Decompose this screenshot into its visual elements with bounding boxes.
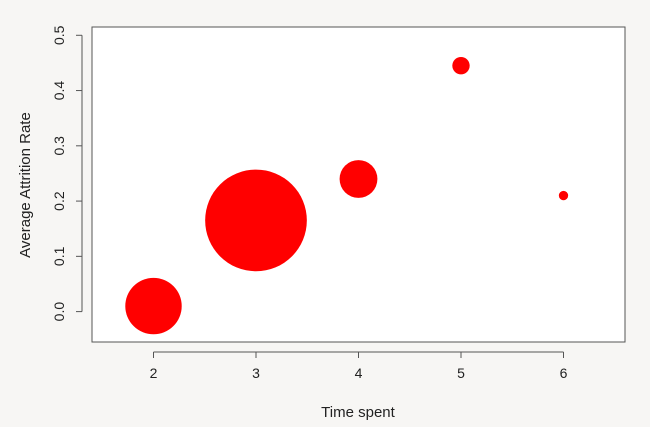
x-tick-label: 4	[355, 365, 363, 381]
y-tick-label: 0.1	[51, 246, 67, 266]
y-tick-label: 0.4	[51, 81, 67, 101]
y-tick-label: 0.3	[51, 136, 67, 156]
x-tick-label: 6	[560, 365, 568, 381]
x-tick-label: 3	[252, 365, 260, 381]
y-tick-label: 0.5	[51, 25, 67, 45]
x-axis: 2 3 4 5 6	[150, 351, 568, 381]
bubbles-layer	[125, 57, 569, 335]
x-tick-label: 2	[150, 365, 158, 381]
y-axis-title: Average Attrition Rate	[17, 112, 34, 258]
bubble-2	[205, 169, 307, 272]
bubble-1	[125, 277, 182, 335]
x-tick-label: 5	[457, 365, 465, 381]
y-tick-label: 0.2	[51, 191, 67, 211]
bubble-4	[452, 57, 470, 75]
bubble-5	[558, 190, 569, 201]
y-axis: 0.0 0.1 0.2 0.3 0.4 0.5	[51, 25, 83, 322]
bubble-3	[339, 160, 378, 198]
x-axis-title: Time spent	[321, 404, 395, 421]
y-tick-label: 0.0	[51, 302, 67, 322]
